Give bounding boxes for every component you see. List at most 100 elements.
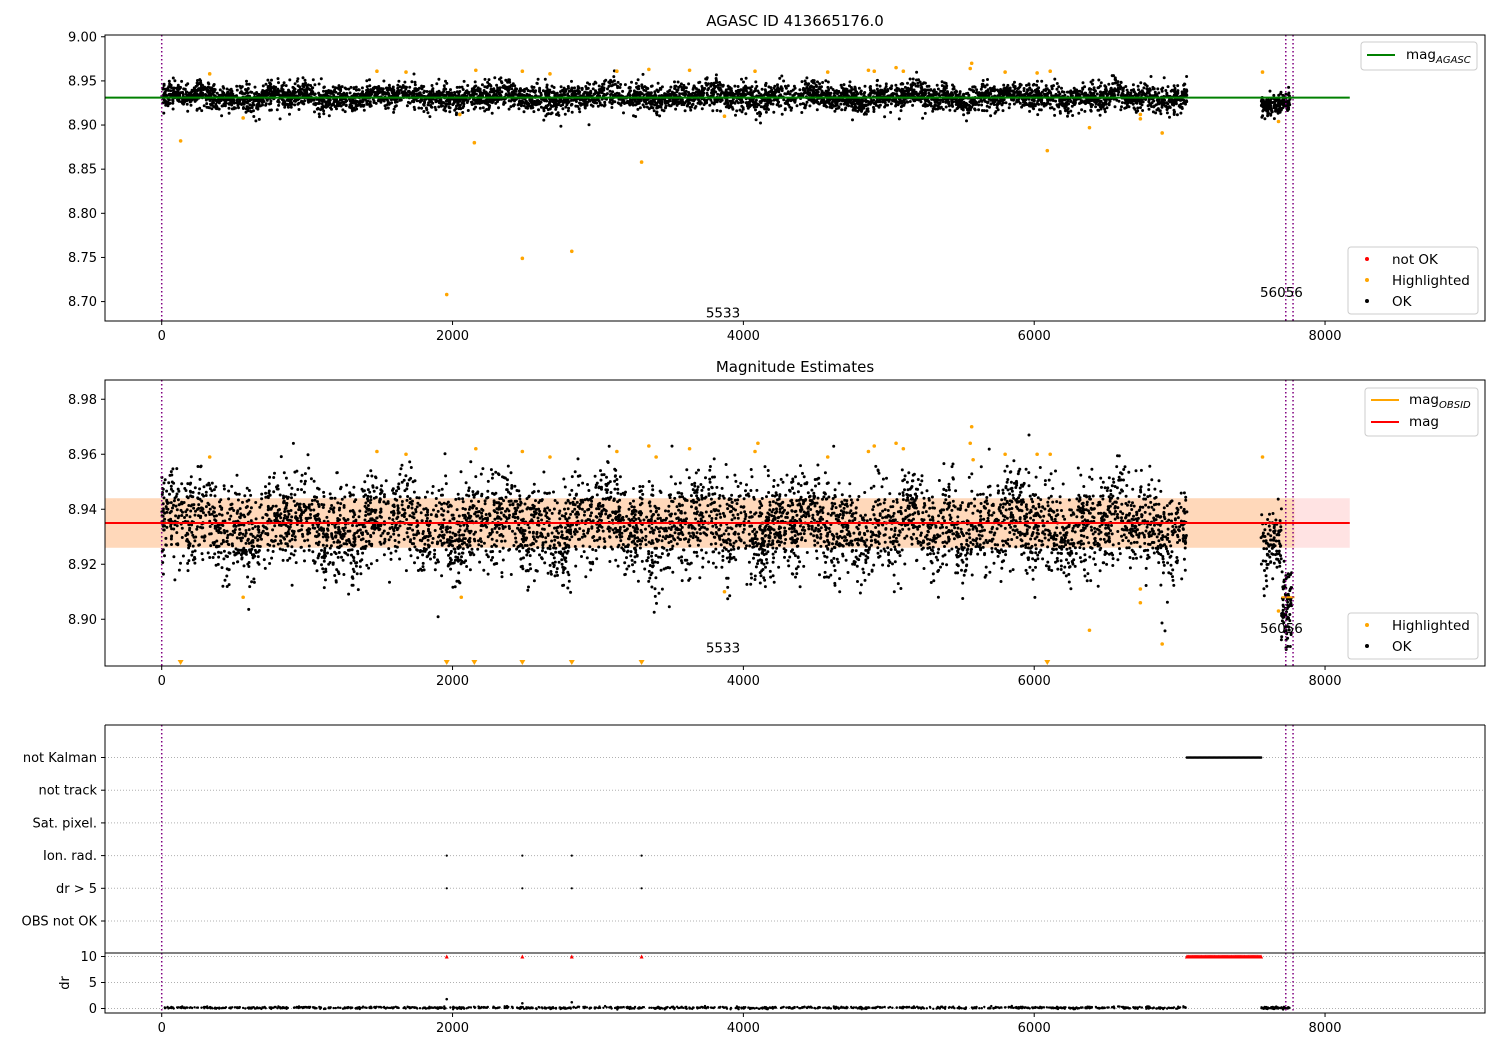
mag-clipped-marker-3 <box>519 660 526 665</box>
mag-xtick-label-4000: 4000 <box>727 674 760 689</box>
mag-highlighted-point-6 <box>1138 587 1143 591</box>
mag-highlighted-point-27 <box>474 446 478 451</box>
mag-highlighted-point-9 <box>404 452 408 457</box>
agasc-highlighted-point-23 <box>872 69 877 73</box>
flag-point-1-1 <box>521 887 524 890</box>
mag-axes-frame <box>104 379 1486 667</box>
mag-highlighted-point-22 <box>1003 452 1007 457</box>
flag-label-0: OBS not OK <box>22 915 98 930</box>
magnitude-estimates-title: Magnitude Estimates <box>716 358 874 376</box>
agasc-highlighted-point-0 <box>178 139 183 143</box>
agasc-highlighted-point-7 <box>1087 125 1092 130</box>
mag-clipped-marker-5 <box>638 660 645 665</box>
agasc-legend-marker-0 <box>1365 257 1369 261</box>
agasc-highlighted-point-22 <box>825 70 830 74</box>
mag-highlighted-point-29 <box>866 449 871 454</box>
agasc-plot-area: 5533 56056 0 2000 4000 6000 8000 8.70 8.75 8.80 8.… <box>68 30 1486 344</box>
mag-ok-points-0 <box>160 433 1189 633</box>
agasc-highlighted-point-35 <box>866 68 871 73</box>
agasc-ok-points-1 <box>1259 85 1292 121</box>
mag-highlighted-point-20 <box>968 441 973 446</box>
mag-xtick-label-2000: 2000 <box>436 674 469 689</box>
agasc-ytick-label-9: 9.00 <box>68 30 97 45</box>
mag-highlighted-point-28 <box>548 455 552 459</box>
agasc-highlighted-point-6 <box>1045 148 1050 153</box>
mag-clipped-marker-2 <box>471 660 478 665</box>
flag-point-2-0 <box>445 854 448 857</box>
agasc-xtick-label-8000: 8000 <box>1308 329 1341 344</box>
mag-highlighted-point-31 <box>971 457 975 462</box>
mag-clipped-marker-0 <box>177 660 184 665</box>
mag-highlighted-point-1 <box>459 595 464 600</box>
agasc-highlighted-point-15 <box>375 69 379 73</box>
dr-outlier-1 <box>521 1002 524 1005</box>
mag-ytick-label-8.94: 8.94 <box>68 503 97 518</box>
mag-ytick-label-8.9: 8.90 <box>68 613 97 628</box>
agasc-highlighted-point-27 <box>969 61 974 66</box>
flag-label-2: Ion. rad. <box>43 849 97 864</box>
dr-xtick-label-0: 0 <box>158 1021 166 1036</box>
agasc-highlighted-point-33 <box>474 68 478 73</box>
dr-capped-marker-3 <box>639 954 644 959</box>
mag-highlighted-point-7 <box>1276 609 1281 613</box>
mag-xtick-label-8000: 8000 <box>1308 674 1341 689</box>
mag-highlighted-point-4 <box>1160 642 1164 646</box>
magnitude-estimates-plot-area: 5533 56056 0 2000 4000 6000 8000 8.90 8.92 8.94 8.… <box>68 379 1486 689</box>
dr-xtick-label-8000: 8000 <box>1308 1021 1341 1036</box>
mag-line-legend: magOBSID mag <box>1364 387 1479 437</box>
mag-highlighted-point-19 <box>901 446 906 451</box>
mag-highlighted-point-16 <box>825 455 830 459</box>
flag-point-2-2 <box>570 854 573 857</box>
agasc-highlighted-point-19 <box>647 67 651 72</box>
agasc-xtick-label-6000: 6000 <box>1018 329 1051 344</box>
mag-highlighted-point-14 <box>753 449 757 454</box>
mag-highlighted-point-0 <box>241 595 245 600</box>
mag-clipped-marker-1 <box>443 660 450 665</box>
mag-ytick-label-8.92: 8.92 <box>68 558 97 573</box>
flag-label-3: Sat. pixel. <box>33 816 97 831</box>
agasc-highlighted-point-10 <box>1160 131 1164 135</box>
agasc-line-legend: magAGASC <box>1360 41 1478 71</box>
agasc-ytick-label-8.7: 8.70 <box>68 295 97 310</box>
mag-clipped-marker-4 <box>568 660 575 665</box>
flags-plot-area: OBS not OK dr > 5 Ion. rad. Sat. pixel. not … <box>22 724 1486 953</box>
agasc-ytick-label-8.95: 8.95 <box>68 74 97 89</box>
agasc-points-legend-box <box>1347 246 1479 315</box>
agasc-xtick-label-2000: 2000 <box>436 329 469 344</box>
dr-capped-markers-run <box>1184 954 1264 959</box>
agasc-highlighted-point-21 <box>753 69 757 73</box>
agasc-highlighted-point-20 <box>687 68 692 73</box>
mag-highlighted-point-10 <box>520 449 525 454</box>
magnitude-estimates-panel: Magnitude Estimates 5533 56056 0 2000 4000 60… <box>68 358 1486 689</box>
dr-ytick-label-10: 10 <box>80 950 97 965</box>
mag-legend-label-1: mag <box>1409 414 1439 430</box>
mag-highlighted-point-3 <box>1087 628 1092 633</box>
flag-label-4: not track <box>38 784 97 799</box>
agasc-xtick-label-0: 0 <box>158 329 166 344</box>
mag-points-legend: Highlighted OK <box>1347 612 1479 660</box>
agasc-highlighted-point-24 <box>894 65 898 70</box>
mag-legend-marker-0 <box>1365 623 1369 627</box>
agasc-panel: AGASC ID 413665176.0 5533 56056 0 2000 4000 6… <box>68 12 1486 344</box>
mag-highlighted-point-12 <box>647 444 651 448</box>
mag-highlighted-point-8 <box>375 449 379 454</box>
mag-xtick-label-6000: 6000 <box>1018 674 1051 689</box>
dr-capped-marker-2 <box>569 954 574 959</box>
agasc-highlighted-point-16 <box>404 70 408 74</box>
mag-ytick-label-8.98: 8.98 <box>68 393 97 408</box>
agasc-panel-title: AGASC ID 413665176.0 <box>706 12 884 30</box>
dr-ytick-label-5: 5 <box>89 976 97 991</box>
mag-highlighted-point-18 <box>894 441 898 446</box>
agasc-legend-entry-2: OK <box>1392 294 1413 310</box>
agasc-ytick-label-8.85: 8.85 <box>68 163 97 178</box>
agasc-highlighted-point-14 <box>458 112 462 117</box>
mag-annotation-0: 5533 <box>706 640 740 656</box>
dr-capped-marker-1 <box>520 954 525 959</box>
agasc-highlighted-point-28 <box>1003 70 1007 74</box>
agasc-highlighted-point-5 <box>639 160 644 164</box>
mag-highlighted-point-25 <box>1260 455 1265 459</box>
agasc-legend-label: magAGASC <box>1406 47 1471 66</box>
agasc-ytick-label-8.8: 8.80 <box>68 207 97 222</box>
mag-legend-marker-1 <box>1365 644 1369 648</box>
flag-label-5: not Kalman <box>23 751 97 766</box>
